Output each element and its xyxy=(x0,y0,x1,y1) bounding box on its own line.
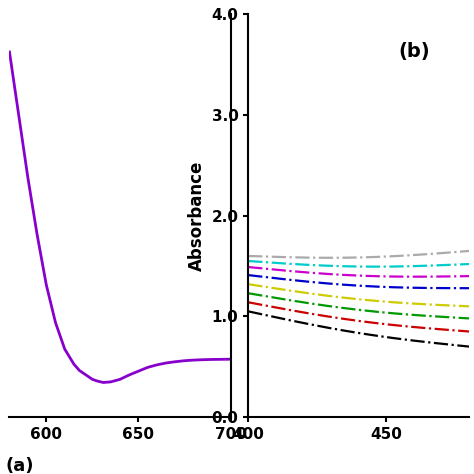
Text: (b): (b) xyxy=(399,43,430,62)
Text: (a): (a) xyxy=(5,457,34,474)
Y-axis label: Absorbance: Absorbance xyxy=(188,161,206,271)
